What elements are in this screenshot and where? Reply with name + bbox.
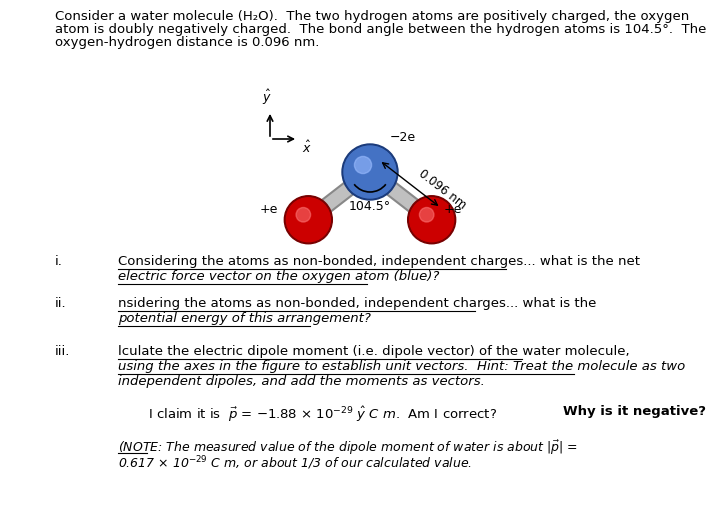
Text: I claim it is  $\vec{p}$ = $-$1.88 $\times$ 10$^{-29}$ $\hat{y}$ $C$ $m$.  Am I : I claim it is $\vec{p}$ = $-$1.88 $\time…	[148, 405, 503, 424]
Text: oxygen-hydrogen distance is 0.096 nm.: oxygen-hydrogen distance is 0.096 nm.	[55, 36, 320, 49]
Text: 104.5°: 104.5°	[349, 200, 391, 213]
Text: $\hat{y}$: $\hat{y}$	[262, 88, 272, 107]
Text: iii.: iii.	[55, 345, 71, 358]
Text: +e: +e	[444, 203, 462, 216]
Circle shape	[354, 157, 372, 173]
Text: electric force vector on the oxygen atom (blue)?: electric force vector on the oxygen atom…	[118, 270, 439, 283]
Text: independent dipoles, and add the moments as vectors.: independent dipoles, and add the moments…	[118, 375, 485, 388]
Text: atom is doubly negatively charged.  The bond angle between the hydrogen atoms is: atom is doubly negatively charged. The b…	[55, 23, 706, 36]
Text: Why is it negative?: Why is it negative?	[563, 405, 706, 418]
Circle shape	[287, 198, 330, 242]
Circle shape	[342, 144, 398, 200]
Text: $\hat{x}$: $\hat{x}$	[302, 140, 312, 156]
Circle shape	[410, 198, 454, 242]
Text: (NOTE: The measured value of the dipole moment of water is about |$\vec{p}$| =: (NOTE: The measured value of the dipole …	[118, 439, 578, 457]
Text: Considering the atoms as non-bonded, independent charges... what is the net: Considering the atoms as non-bonded, ind…	[118, 255, 640, 268]
Text: 0.617 $\times$ 10$^{-29}$ $C$ $m$, or about 1/3 of our calculated value.: 0.617 $\times$ 10$^{-29}$ $C$ $m$, or ab…	[118, 454, 472, 472]
Text: lculate the electric dipole moment (i.e. dipole vector) of the water molecule,: lculate the electric dipole moment (i.e.…	[118, 345, 629, 358]
Circle shape	[408, 196, 456, 244]
Text: using the axes in the figure to establish unit vectors.  Hint: Treat the molecul: using the axes in the figure to establis…	[118, 360, 685, 373]
Circle shape	[296, 207, 310, 222]
Circle shape	[344, 146, 396, 198]
Text: i.: i.	[55, 255, 63, 268]
Text: potential energy of this arrangement?: potential energy of this arrangement?	[118, 312, 371, 325]
Text: +e: +e	[260, 203, 279, 216]
Text: Consider a water molecule (H₂O).  The two hydrogen atoms are positively charged,: Consider a water molecule (H₂O). The two…	[55, 10, 689, 23]
Circle shape	[284, 196, 333, 244]
Text: 0.096 nm: 0.096 nm	[416, 167, 469, 212]
Text: nsidering the atoms as non-bonded, independent charges... what is the: nsidering the atoms as non-bonded, indep…	[118, 297, 596, 310]
Text: −2e: −2e	[390, 131, 416, 144]
Circle shape	[420, 207, 434, 222]
Text: ii.: ii.	[55, 297, 67, 310]
